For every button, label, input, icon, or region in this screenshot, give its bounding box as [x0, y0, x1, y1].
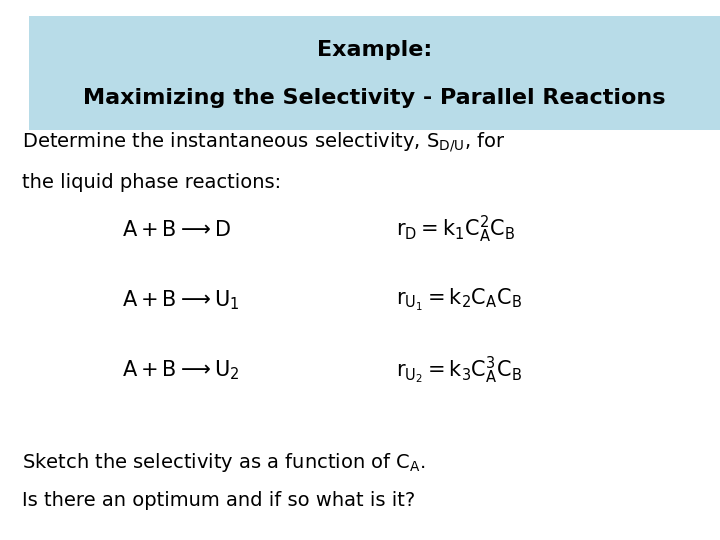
Text: $\mathsf{A + B{\longrightarrow}U_2}$: $\mathsf{A + B{\longrightarrow}U_2}$: [122, 358, 240, 382]
Text: the liquid phase reactions:: the liquid phase reactions:: [22, 173, 281, 192]
FancyBboxPatch shape: [29, 16, 720, 130]
Text: Sketch the selectivity as a function of $\mathsf{C_A}$.: Sketch the selectivity as a function of …: [22, 451, 426, 474]
Text: Example:: Example:: [317, 40, 432, 60]
Text: $\mathsf{A + B{\longrightarrow}D}$: $\mathsf{A + B{\longrightarrow}D}$: [122, 219, 231, 240]
Text: Is there an optimum and if so what is it?: Is there an optimum and if so what is it…: [22, 491, 415, 510]
Text: Maximizing the Selectivity - Parallel Reactions: Maximizing the Selectivity - Parallel Re…: [83, 88, 666, 108]
Text: $\mathsf{r_{U_1} = k_2 C_A C_B}$: $\mathsf{r_{U_1} = k_2 C_A C_B}$: [396, 287, 522, 313]
Text: $\mathsf{r_{U_2} = k_3 C_A^3 C_B}$: $\mathsf{r_{U_2} = k_3 C_A^3 C_B}$: [396, 354, 522, 386]
Text: $\mathsf{A + B{\longrightarrow}U_1}$: $\mathsf{A + B{\longrightarrow}U_1}$: [122, 288, 240, 312]
Text: $\mathsf{r_D = k_1 C_A^2 C_B}$: $\mathsf{r_D = k_1 C_A^2 C_B}$: [396, 214, 516, 245]
Text: Determine the instantaneous selectivity, $\mathsf{S_{D/U}}$, for: Determine the instantaneous selectivity,…: [22, 130, 505, 153]
